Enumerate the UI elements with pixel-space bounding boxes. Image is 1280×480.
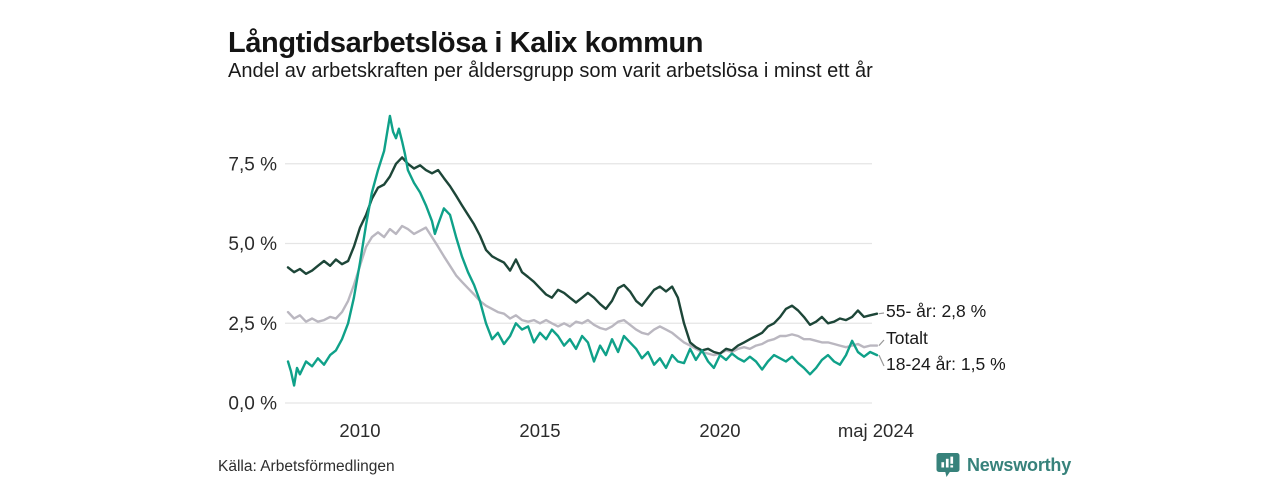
chart-line-18-24-r [286,114,879,387]
y-axis-tick-label: 5,0 % [228,234,277,255]
newsworthy-logo: Newsworthy [936,452,1071,478]
chart-line-totalt [286,224,879,357]
newsworthy-bar-chart-icon [936,453,960,477]
source-note: Källa: Arbetsförmedlingen [218,458,395,475]
x-axis-tick-label: 2020 [699,420,740,441]
newsworthy-wordmark: Newsworthy [967,454,1072,475]
legend-leader-line [878,339,885,346]
x-axis-tick-label: 2010 [339,420,380,441]
legend-leader-line [878,312,885,315]
chart-line-55-r [286,156,879,355]
legend-leader-line [878,354,885,367]
x-axis-tick-label: maj 2024 [838,420,914,441]
y-axis-tick-label: 7,5 % [228,154,277,175]
series-end-label-55-ar: 55- år: 2,8 % [886,301,987,321]
x-axis-tick-label: 2015 [519,420,560,441]
series-end-label-18-24-ar: 18-24 år: 1,5 % [886,354,1006,374]
chart-subtitle: Andel av arbetskraften per åldersgrupp s… [228,60,873,82]
series-end-label-totalt: Totalt [886,328,928,348]
y-axis-tick-label: 0,0 % [228,394,277,415]
y-axis-tick-label: 2,5 % [228,314,277,335]
page-title: Långtidsarbetslösa i Kalix kommun [228,27,704,60]
